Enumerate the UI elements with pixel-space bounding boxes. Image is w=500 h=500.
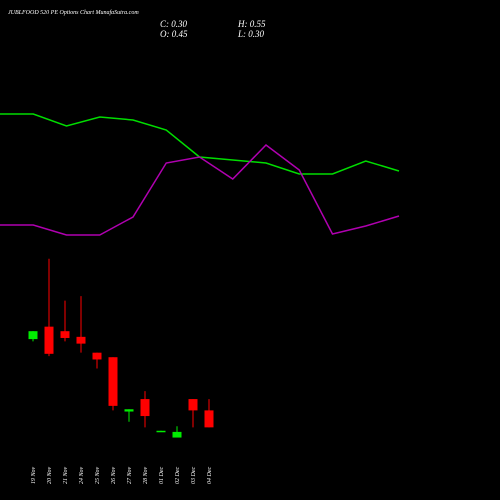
indicator-line	[0, 113, 400, 175]
x-tick-label: 27 Nov	[127, 466, 133, 484]
x-tick-label: 20 Nov	[47, 466, 53, 484]
x-tick-label: 24 Nov	[78, 466, 85, 484]
x-tick-label: 01 Dec	[159, 467, 165, 484]
candle-body	[76, 336, 86, 344]
x-tick-label: 04 Dec	[206, 467, 213, 484]
x-tick-label: 26 Nov	[111, 466, 117, 484]
candle-body	[92, 352, 102, 360]
chart-title: JUBLFOOD 520 PE Options Chart MunafaSutr…	[8, 9, 139, 16]
candle-body	[124, 409, 134, 412]
x-tick-label: 28 Nov	[143, 466, 149, 484]
candle-body	[108, 357, 118, 406]
candle-body	[28, 331, 38, 340]
candle-body	[188, 399, 198, 411]
high-info: H: 0.55	[237, 19, 266, 29]
candle-body	[140, 399, 150, 417]
candle-body	[60, 331, 70, 338]
candle-body	[156, 430, 166, 433]
candle-body	[172, 431, 182, 438]
x-tick-label: 19 Nov	[31, 466, 37, 484]
close-info: C: 0.30	[160, 19, 188, 29]
indicator-line	[0, 144, 400, 236]
candle-body	[44, 326, 54, 354]
x-tick-label: 25 Nov	[95, 466, 101, 484]
low-info: L: 0.30	[237, 29, 265, 39]
open-info: O: 0.45	[160, 29, 188, 39]
candle-body	[204, 410, 214, 428]
x-tick-label: 03 Dec	[191, 467, 197, 484]
x-tick-label: 02 Dec	[175, 467, 181, 484]
x-tick-label: 21 Nov	[63, 466, 69, 484]
